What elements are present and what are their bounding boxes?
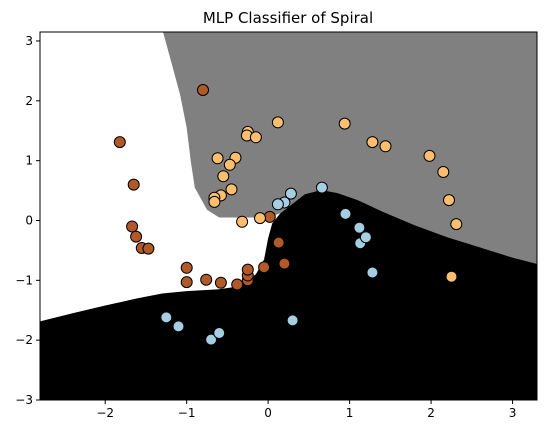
data-point-series-0-13 bbox=[271, 198, 284, 211]
y-tick-label: 0 bbox=[25, 213, 33, 227]
data-point-series-0-9 bbox=[339, 207, 352, 220]
y-tick-label: −3 bbox=[15, 393, 33, 407]
data-point-series-2-2 bbox=[366, 136, 379, 149]
data-point-series-1-10 bbox=[214, 276, 227, 289]
x-tick-label: 1 bbox=[346, 406, 354, 420]
data-point-series-1-18 bbox=[263, 210, 276, 223]
data-point-series-1-11 bbox=[231, 278, 244, 291]
data-point-series-0-7 bbox=[359, 231, 372, 244]
data-point-series-1-14 bbox=[241, 263, 254, 276]
data-point-series-0-3 bbox=[213, 327, 226, 339]
data-point-series-0-2 bbox=[205, 333, 218, 346]
x-tick-label: 3 bbox=[509, 406, 517, 420]
data-point-series-0-1 bbox=[172, 320, 185, 333]
data-point-series-2-8 bbox=[445, 270, 458, 283]
data-point-series-1-16 bbox=[278, 257, 291, 270]
data-point-series-2-5 bbox=[437, 166, 450, 178]
scatter-points bbox=[113, 84, 463, 346]
y-tick-label: −2 bbox=[15, 333, 33, 347]
data-point-series-2-19 bbox=[208, 195, 221, 208]
data-point-series-2-11 bbox=[249, 131, 262, 144]
data-point-series-1-0 bbox=[197, 84, 209, 96]
data-point-series-2-4 bbox=[423, 149, 436, 162]
data-point-series-2-14 bbox=[223, 158, 236, 171]
y-tick-label: 1 bbox=[25, 154, 33, 168]
y-tick-label: 3 bbox=[25, 34, 33, 48]
x-axis: −2 −1 0 1 2 3 bbox=[96, 400, 516, 420]
data-point-series-2-6 bbox=[443, 194, 455, 207]
data-point-series-2-3 bbox=[379, 140, 392, 153]
chart-title: MLP Classifier of Spiral bbox=[203, 9, 373, 27]
data-point-series-1-2 bbox=[127, 178, 140, 191]
x-tick-label: −2 bbox=[96, 406, 114, 420]
data-point-series-2-12 bbox=[211, 152, 224, 165]
plot-frame bbox=[39, 31, 538, 401]
data-point-series-2-15 bbox=[217, 170, 230, 183]
x-tick-label: −1 bbox=[178, 406, 196, 420]
data-point-series-2-21 bbox=[254, 212, 266, 225]
data-point-series-1-4 bbox=[130, 230, 143, 243]
data-point-series-1-1 bbox=[113, 136, 126, 149]
data-point-series-1-17 bbox=[272, 236, 285, 249]
data-point-series-1-6 bbox=[142, 242, 155, 255]
data-point-series-2-0 bbox=[271, 116, 284, 129]
data-point-series-1-3 bbox=[126, 220, 139, 233]
y-axis: −3 −2 −1 0 1 2 3 bbox=[15, 34, 40, 407]
data-point-series-2-1 bbox=[338, 117, 351, 130]
y-tick-label: 2 bbox=[25, 94, 33, 108]
data-point-series-1-7 bbox=[180, 261, 193, 274]
x-tick-label: 0 bbox=[264, 406, 272, 420]
data-point-series-2-7 bbox=[450, 218, 463, 231]
data-point-series-0-10 bbox=[315, 181, 328, 194]
data-point-series-1-15 bbox=[258, 261, 271, 274]
data-point-series-2-20 bbox=[236, 215, 249, 228]
data-point-series-1-8 bbox=[180, 276, 193, 289]
data-point-series-0-11 bbox=[284, 187, 297, 200]
data-point-series-1-9 bbox=[200, 273, 213, 286]
y-tick-label: −1 bbox=[15, 273, 33, 287]
decision-region-class-1 bbox=[163, 32, 537, 264]
data-point-series-2-16 bbox=[225, 183, 238, 196]
plot-area bbox=[40, 32, 537, 400]
x-tick-label: 2 bbox=[427, 406, 435, 420]
data-point-series-0-0 bbox=[160, 311, 173, 324]
data-point-series-0-4 bbox=[286, 314, 299, 327]
data-point-series-0-8 bbox=[353, 221, 366, 234]
decision-region-class-2 bbox=[40, 190, 537, 400]
data-point-series-0-5 bbox=[366, 266, 379, 279]
